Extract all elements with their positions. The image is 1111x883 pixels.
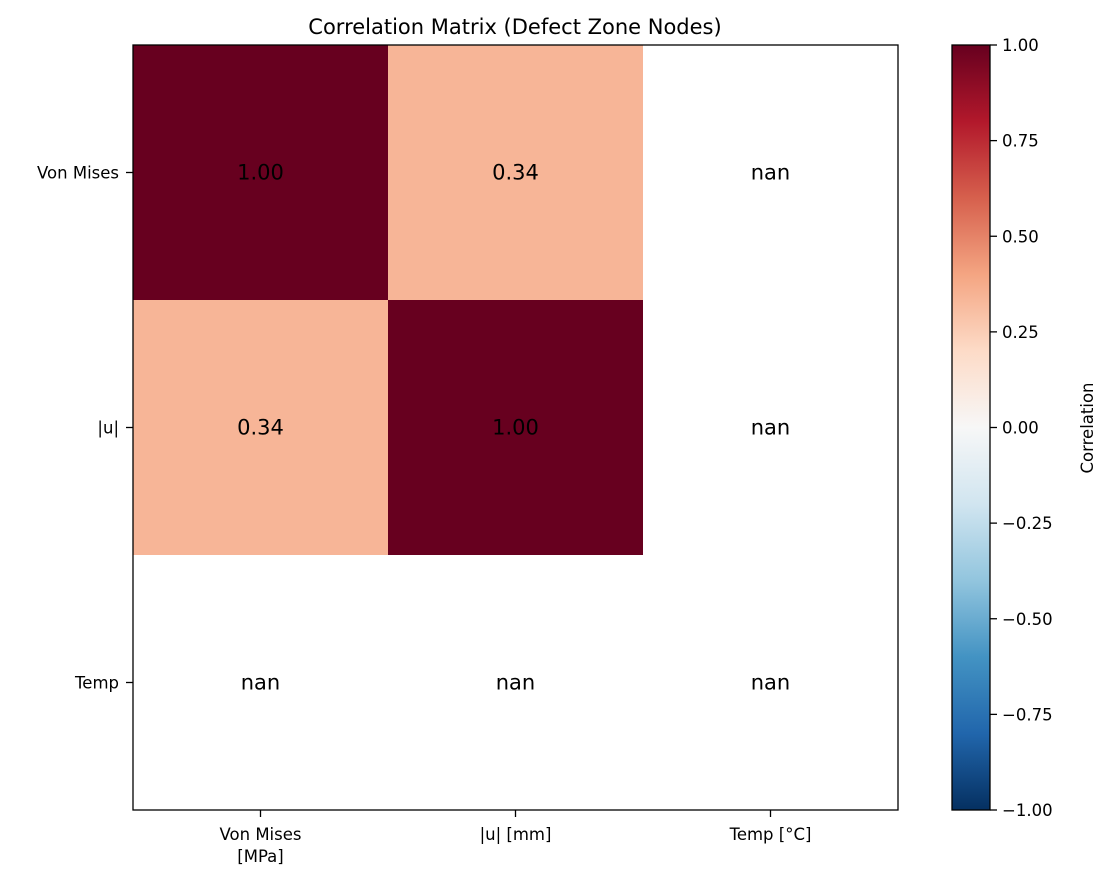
x-tick-label: Von Mises [MPa] [220, 825, 302, 866]
y-axis: Von Mises |u| Temp [37, 164, 133, 693]
heatmap-cells [133, 45, 899, 811]
y-tick-label: Von Mises [37, 164, 119, 183]
colorbar-tick-label: −0.50 [1002, 610, 1053, 629]
heatmap-cell [133, 45, 389, 301]
heatmap-cell-label: nan [751, 161, 791, 185]
heatmap-cell-label: nan [241, 671, 281, 695]
heatmap-cell [388, 555, 644, 811]
heatmap-cell-label: nan [751, 671, 791, 695]
y-tick-label: Temp [74, 674, 119, 693]
heatmap-cell [388, 300, 644, 556]
x-tick-label: |u| [mm] [480, 825, 552, 844]
heatmap-cell [133, 300, 389, 556]
heatmap-cell-label: 0.34 [237, 416, 284, 440]
colorbar-tick-label: 0.00 [1002, 419, 1039, 438]
heatmap-cell-label: 0.34 [492, 161, 539, 185]
heatmap-cell [643, 45, 899, 301]
heatmap-cell-label: 1.00 [237, 161, 284, 185]
colorbar-tick-label: 1.00 [1002, 36, 1039, 55]
colorbar-axis: −1.00 −0.75 −0.50 −0.25 0.00 0.25 0.50 0.75 1.00 [990, 36, 1053, 820]
colorbar [951, 44, 991, 811]
x-axis: Von Mises [MPa] |u| [mm] Temp [°C] [220, 810, 812, 866]
heatmap-cell-label: nan [751, 416, 791, 440]
colorbar-tick-label: −0.75 [1002, 705, 1053, 724]
heatmap-cell-labels: 1.00 0.34 nan 0.34 1.00 nan nan nan nan [237, 161, 790, 695]
colorbar-label: Correlation [1078, 383, 1097, 474]
colorbar-tick-label: 0.75 [1002, 132, 1039, 151]
chart-title: Correlation Matrix (Defect Zone Nodes) [308, 15, 721, 39]
heatmap-cell [388, 45, 644, 301]
colorbar-tick-label: −1.00 [1002, 801, 1053, 820]
x-tick-label: Temp [°C] [729, 825, 812, 844]
y-tick-label: |u| [97, 419, 119, 438]
heatmap-cell [643, 300, 899, 556]
heatmap-cell-label: 1.00 [492, 416, 539, 440]
heatmap-cell [643, 555, 899, 811]
heatmap-cell-label: nan [496, 671, 536, 695]
colorbar-tick-label: 0.25 [1002, 323, 1039, 342]
heatmap-cell [133, 555, 389, 811]
colorbar-tick-label: 0.50 [1002, 227, 1039, 246]
colorbar-tick-label: −0.25 [1002, 514, 1053, 533]
